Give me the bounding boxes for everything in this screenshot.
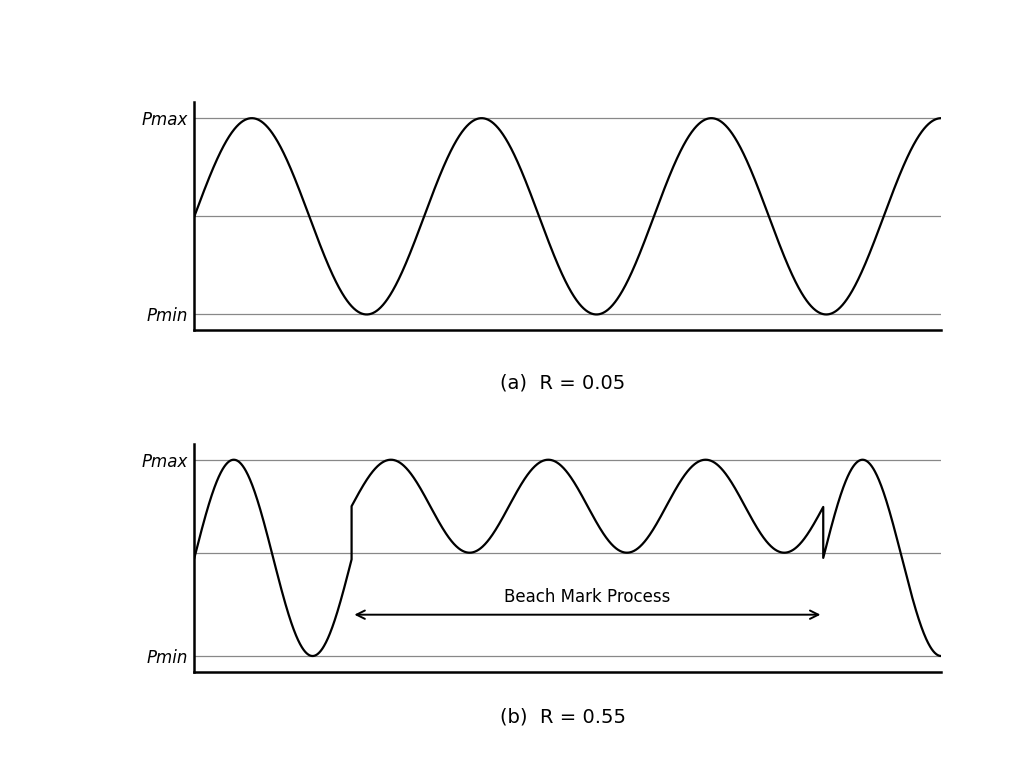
Text: (a)  R = 0.05: (a) R = 0.05 (500, 373, 625, 393)
Text: Beach Mark Process: Beach Mark Process (504, 588, 671, 606)
Text: (b)  R = 0.55: (b) R = 0.55 (499, 707, 626, 727)
